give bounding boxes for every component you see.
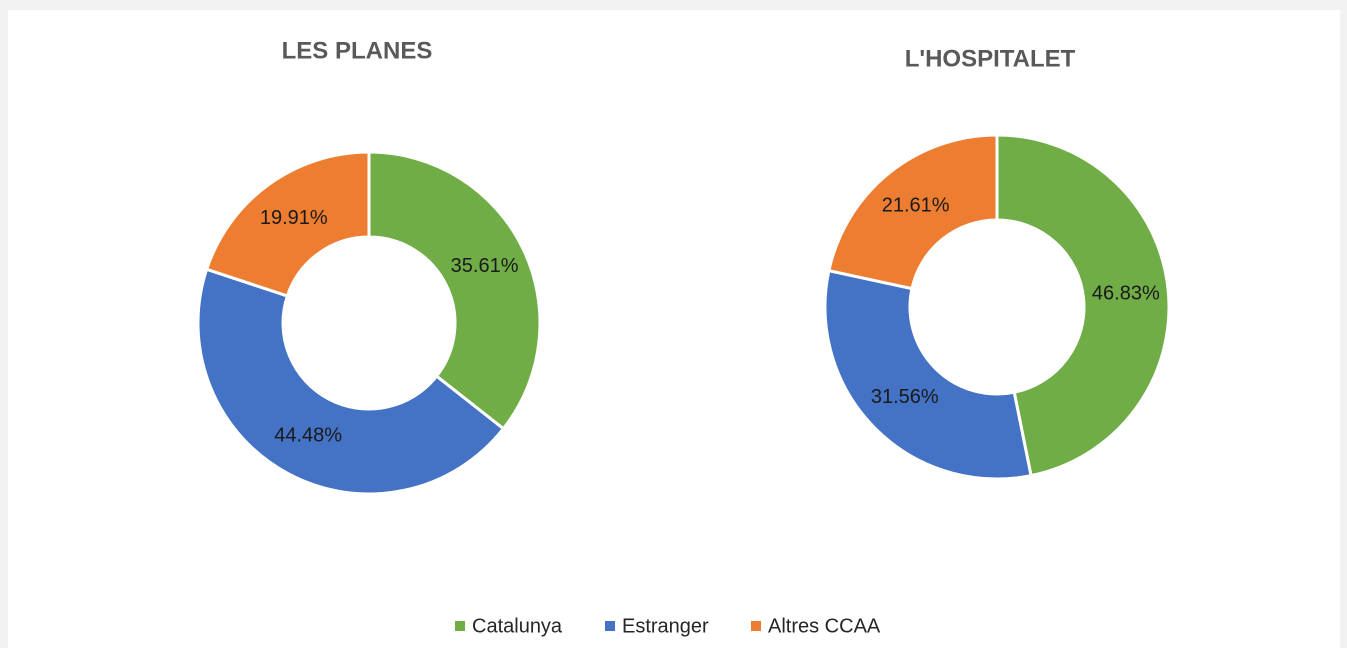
donut-slice (827, 133, 999, 291)
data-label: 44.48% (274, 424, 342, 446)
legend-label: Catalunya (472, 615, 563, 637)
chart-title: L'HOSPITALET (905, 45, 1076, 72)
data-label: 35.61% (451, 255, 519, 277)
legend-label: Altres CCAA (768, 615, 881, 637)
data-label: 31.56% (871, 386, 939, 408)
donut-slice (823, 268, 1033, 481)
legend-swatch (455, 621, 465, 631)
data-label: 21.61% (882, 194, 950, 216)
donut-slice (204, 150, 371, 298)
chart-title: LES PLANES (282, 37, 433, 64)
donut-slice (196, 267, 506, 496)
donut-slice (995, 133, 1171, 478)
donut-slice (367, 150, 542, 431)
data-label: 46.83% (1092, 282, 1160, 304)
legend-label: Estranger (622, 615, 709, 637)
data-label: 19.91% (260, 207, 328, 229)
legend-swatch (605, 621, 615, 631)
legend-swatch (751, 621, 761, 631)
